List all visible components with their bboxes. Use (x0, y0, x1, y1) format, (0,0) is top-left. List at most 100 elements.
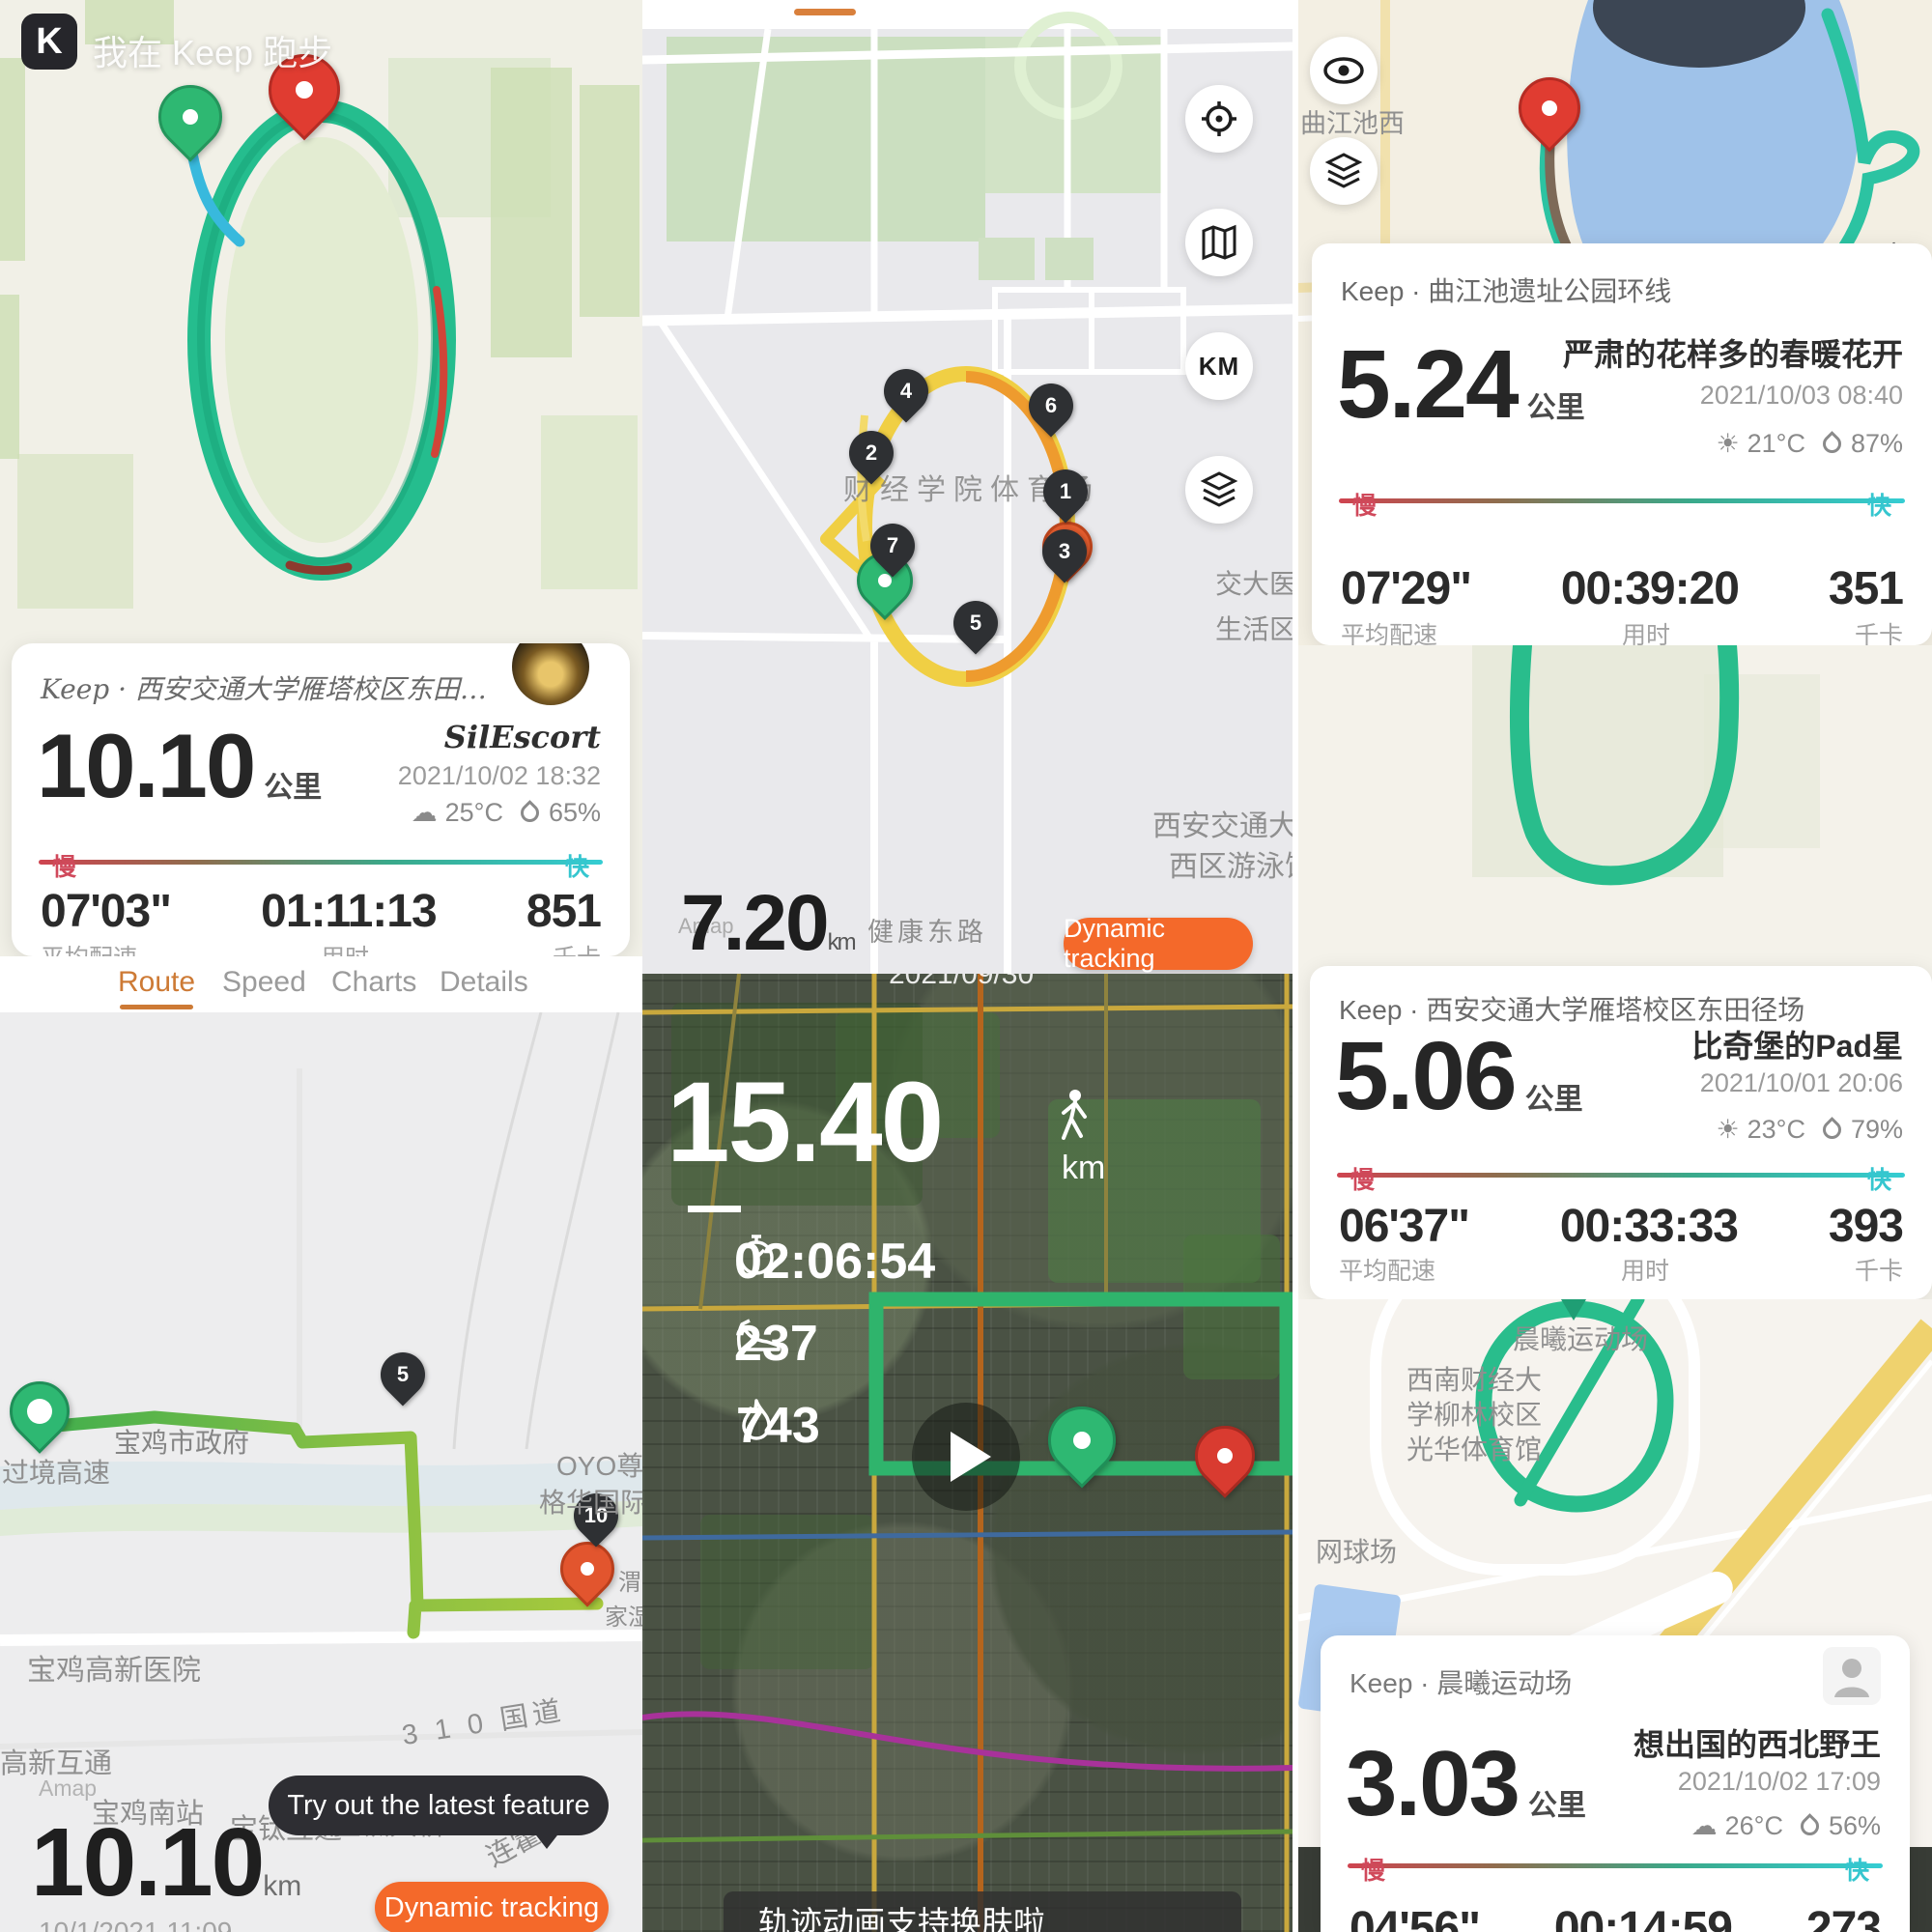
run-summary-card: Keep · 曲江池遗址公园环线 严肃的花样多的春暖花开 2021/10/03 … (1312, 243, 1932, 645)
map-label: 家湿地 (605, 1605, 642, 1631)
slow-label: 慢 (52, 854, 77, 881)
panel-track-run-5km[interactable]: Keep · 西安交通大学雁塔校区东田径场 比奇堡的Pad星 2021/10/0… (1298, 645, 1932, 1299)
play-button[interactable] (912, 1403, 1020, 1511)
km-marker-5: 5 (371, 1343, 435, 1406)
amap-attribution: Amap (678, 914, 734, 938)
run-datetime-partial: 10/1/2021 11:09 (39, 1917, 233, 1932)
calories-label: 千卡 (553, 939, 601, 956)
weather-icon: ☀ (1716, 429, 1740, 458)
calories: 851 (526, 886, 602, 937)
route-map[interactable]: 5 10 过境高速 宝鸡市政府 OYO尊享 格华国际酒 渭之 家湿地 宝鸡高新医… (0, 1012, 642, 1932)
active-tab-underline (794, 9, 856, 15)
km-marker-1: 1 (1034, 460, 1097, 524)
username[interactable]: 想出国的西北野王 (1633, 1727, 1881, 1762)
map-label: 光华体育馆 (1406, 1435, 1543, 1464)
km-toggle-button[interactable]: KM (1185, 332, 1253, 400)
temperature: 23°C (1747, 1115, 1805, 1144)
run-location-title: Keep · 西安交通大学雁塔校区东田… (41, 673, 487, 705)
run-location-title: Keep · 曲江池遗址公园环线 (1341, 276, 1672, 306)
humidity-icon (517, 800, 543, 826)
calories: 273 (1805, 1903, 1882, 1932)
humidity: 87% (1850, 429, 1903, 458)
slow-label: 慢 (1350, 1167, 1376, 1194)
panel-stadium-run-3km[interactable]: 晨曦运动场 西南财经大 学柳林校区 光华体育馆 网球场 Keep · 晨曦运动场… (1298, 1299, 1932, 1932)
pace-slider[interactable]: 慢 快 (1339, 485, 1905, 520)
map-label: 网球场 (1316, 1537, 1398, 1567)
km-marker-3: 3 (1033, 520, 1096, 583)
dynamic-tracking-button[interactable]: Dynamic tracking (1064, 914, 1253, 973)
pace-slider[interactable]: 慢 快 (1337, 1159, 1905, 1194)
panel-park-loop-run[interactable]: 曲江池西 严 宾 Keep · 曲江池遗址公园环线 严肃的花样多的春暖花开 20… (1298, 0, 1932, 645)
panel-satellite-run[interactable]: 2021/09/30 15.40 km 02:06:54 237 743 轨迹动… (642, 974, 1293, 1932)
dynamic-tracking-button[interactable]: Dynamic tracking (375, 1882, 609, 1932)
map-label: 健康东路 (867, 918, 987, 947)
km-marker-6: 6 (1019, 374, 1083, 438)
pace-slider[interactable]: 慢 快 (39, 846, 603, 881)
distance-unit: 公里 (1524, 1084, 1583, 1116)
avg-pace: 04'56" (1350, 1903, 1481, 1932)
walking-person-icon (1062, 1090, 1087, 1140)
panel-stadium-run-map[interactable]: 财经学院体育场 4 6 2 1 3 7 5 交大医学 生活区食 西安交通大学 西… (642, 0, 1293, 974)
humidity: 56% (1828, 1811, 1881, 1840)
visibility-button[interactable] (1310, 37, 1378, 104)
fast-label: 快 (1866, 1167, 1891, 1194)
pace-slider[interactable]: 慢 快 (1348, 1850, 1883, 1885)
map-label: 学柳林校区 (1406, 1400, 1543, 1430)
distance-unit: 公里 (264, 772, 323, 804)
tab-speed[interactable]: Speed (222, 966, 306, 998)
calories-label: 千卡 (1854, 622, 1903, 645)
km-marker-7: 7 (861, 514, 924, 578)
map-label: 曲江池西 (1300, 109, 1405, 138)
duration: 02:06:54 (734, 1234, 936, 1290)
map-label: 宝鸡南站 (92, 1799, 205, 1830)
duration-label: 用时 (1621, 622, 1670, 645)
play-icon (951, 1432, 991, 1482)
map-label: 过境高速 (2, 1458, 111, 1488)
username[interactable]: 比奇堡的Pad星 (1691, 1029, 1903, 1064)
avg-pace: 06'37" (1339, 1201, 1470, 1252)
fast-label: 快 (1866, 493, 1891, 520)
duration: 00:39:20 (1560, 563, 1740, 614)
shoe-icon (736, 1319, 781, 1351)
avatar-placeholder[interactable] (1823, 1647, 1881, 1705)
humidity-icon (1797, 1813, 1823, 1839)
panel-track-run-10km[interactable]: K 我在 Keep 跑步 Keep · 西安交通大学雁塔校区东田… SilEsc… (0, 0, 642, 956)
panel-city-run-route-tab[interactable]: Route Speed Charts Details 5 (0, 956, 642, 1932)
run-summary-card: Keep · 西安交通大学雁塔校区东田径场 比奇堡的Pad星 2021/10/0… (1310, 966, 1932, 1299)
tab-charts[interactable]: Charts (331, 966, 417, 998)
km-marker-4: 4 (874, 359, 938, 423)
slow-label: 慢 (1361, 1858, 1386, 1885)
weather-icon: ☁ (411, 798, 438, 827)
weather-icon: ☁ (1690, 1811, 1718, 1840)
username[interactable]: SilEscort (443, 719, 601, 755)
km-marker-2: 2 (839, 421, 903, 485)
map-style-button[interactable] (1185, 209, 1253, 276)
tab-bar: Route Speed Charts Details (0, 956, 642, 1012)
run-datetime: 2021/10/02 18:32 (397, 761, 601, 790)
distance-unit: km (263, 1870, 302, 1902)
tooltip-caret (533, 1832, 560, 1849)
map-label: 西安交通大学 (1152, 810, 1293, 842)
avg-pace-label: 平均配速 (1341, 622, 1438, 645)
tab-details[interactable]: Details (440, 966, 528, 998)
map-label: 生活区食 (1215, 614, 1293, 644)
username[interactable]: 严肃的花样多的春暖花开 (1562, 337, 1903, 372)
distance-unit: 公里 (1526, 392, 1585, 424)
tab-route[interactable]: Route (118, 966, 196, 998)
temperature: 25°C (444, 798, 503, 827)
fast-label: 快 (1844, 1858, 1869, 1885)
layers-button[interactable] (1310, 137, 1378, 205)
calories-label: 千卡 (1854, 1258, 1903, 1285)
humidity-icon (1819, 1117, 1845, 1143)
person-icon (1834, 1659, 1869, 1697)
feature-tooltip: Try out the latest feature (269, 1776, 609, 1835)
duration-label: 用时 (1620, 1258, 1669, 1285)
avatar[interactable] (512, 643, 589, 705)
layers-button[interactable] (1185, 456, 1253, 524)
run-summary-card: Keep · 西安交通大学雁塔校区东田… SilEscort 2021/10/0… (12, 643, 630, 956)
amap-attribution: Amap (39, 1776, 98, 1801)
avg-pace: 07'03" (41, 886, 172, 937)
locate-button[interactable] (1185, 85, 1253, 153)
avg-pace: 07'29" (1341, 563, 1472, 614)
